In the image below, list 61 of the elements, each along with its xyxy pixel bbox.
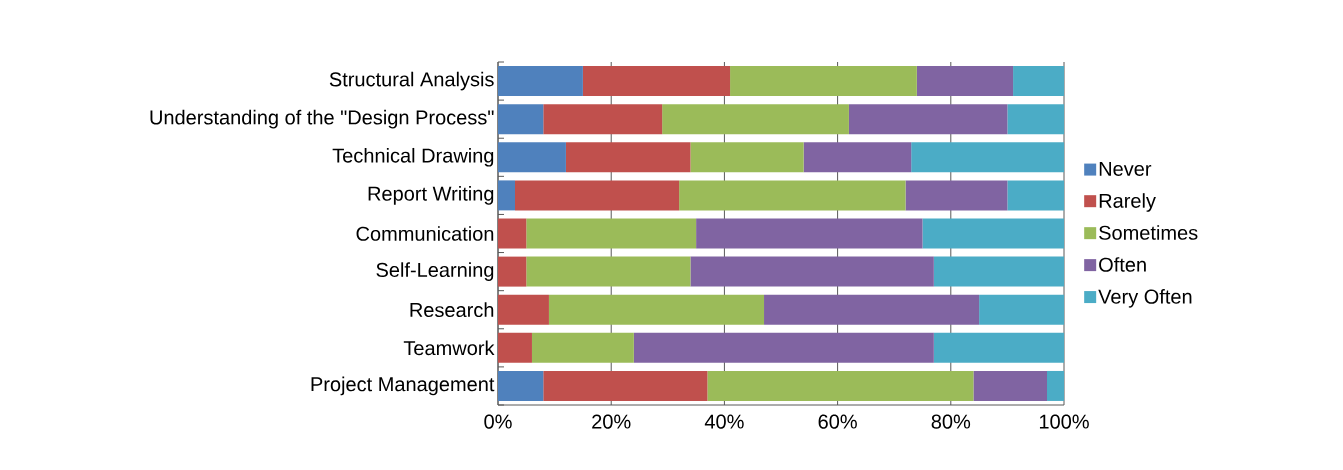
bar — [548, 294, 765, 325]
x-tick-label: 60% — [818, 414, 857, 429]
bar — [662, 104, 849, 135]
bar — [690, 256, 934, 287]
bar — [905, 180, 1008, 211]
y-tick-label: Understanding of the "Design Process" — [150, 109, 494, 129]
bar — [526, 218, 697, 249]
y-tick-label: Self-Learning — [376, 262, 494, 281]
bar — [565, 142, 691, 173]
bar — [582, 66, 731, 97]
bar — [764, 294, 980, 325]
bar — [690, 142, 804, 173]
bar — [707, 370, 974, 401]
bar — [498, 104, 544, 135]
bar — [973, 370, 1048, 401]
y-tick-label: Project Management — [311, 376, 495, 396]
bar — [696, 218, 923, 249]
y-tick-label: Structural Analysis — [329, 71, 494, 91]
bar — [498, 180, 515, 211]
bar — [803, 142, 912, 173]
legend-label: Sometimes — [1099, 225, 1198, 240]
bar — [498, 218, 527, 249]
bar — [911, 142, 1065, 173]
legend-label: Rarely — [1099, 193, 1156, 212]
bar — [498, 332, 532, 363]
bar — [633, 332, 934, 363]
bar — [933, 332, 1065, 363]
y-tick-label: Report Writing — [368, 186, 494, 205]
bar — [498, 370, 544, 401]
bar — [916, 66, 1014, 97]
y-tick-label: Research — [410, 302, 494, 318]
bar — [498, 66, 583, 97]
bar — [543, 104, 663, 135]
x-tick-label: 100% — [1039, 414, 1089, 429]
bar — [1007, 104, 1065, 135]
x-tick-label: 80% — [931, 414, 971, 429]
y-tick-label: Technical Drawing — [332, 147, 494, 167]
bar — [679, 180, 906, 211]
y-tick-label: Teamwork — [403, 340, 495, 356]
bar — [848, 104, 1008, 135]
x-tick-label: 20% — [592, 414, 631, 429]
bar — [498, 256, 527, 287]
legend-label: Very Often — [1098, 289, 1192, 308]
bar — [531, 332, 634, 363]
bar — [730, 66, 917, 97]
bar — [514, 180, 680, 211]
bar — [979, 294, 1065, 325]
bar — [933, 256, 1065, 287]
y-tick-label: Communication — [356, 226, 494, 241]
x-tick-label: 40% — [704, 414, 744, 429]
legend-label: Never — [1099, 161, 1152, 176]
bar — [498, 294, 549, 325]
bar — [543, 370, 708, 401]
bar — [1007, 180, 1065, 211]
bar — [498, 142, 566, 173]
x-tick-label: 0% — [484, 414, 512, 429]
bar — [526, 256, 691, 287]
bar — [1013, 66, 1065, 97]
bar — [1047, 370, 1065, 401]
legend-label: Often — [1099, 257, 1146, 272]
bar — [922, 218, 1065, 249]
